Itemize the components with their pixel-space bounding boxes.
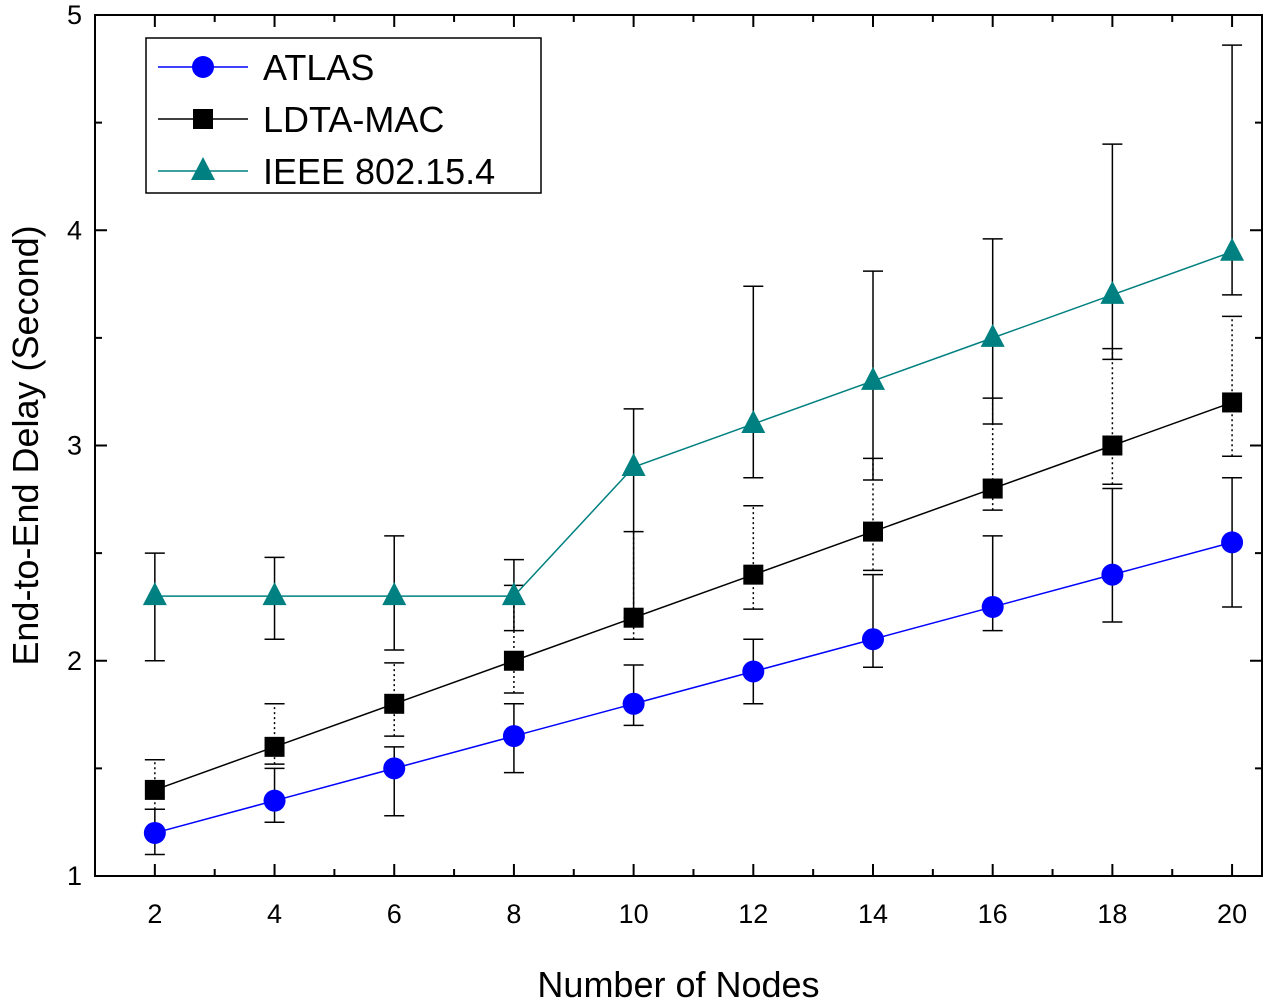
x-tick-label: 18 <box>1097 899 1127 929</box>
data-point-ldta-mac <box>1222 392 1243 413</box>
data-point-ieee-802-15-4 <box>980 323 1005 347</box>
y-axis-label: End-to-End Delay (Second) <box>5 225 46 665</box>
data-point-ldta-mac <box>264 736 285 757</box>
markers-layer <box>142 237 1245 844</box>
data-point-atlas <box>742 660 765 683</box>
y-tick-label: 1 <box>67 861 82 891</box>
data-point-atlas <box>981 595 1004 618</box>
data-point-atlas <box>263 789 286 812</box>
data-point-ldta-mac <box>863 521 883 542</box>
x-tick-label: 8 <box>506 899 521 929</box>
legend-label-atlas: ATLAS <box>263 47 374 88</box>
y-tick-label: 4 <box>67 215 82 245</box>
y-tick-label: 5 <box>67 0 82 30</box>
series-lines-layer <box>154 251 1233 834</box>
data-point-ldta-mac <box>743 564 764 585</box>
x-tick-label: 12 <box>738 899 768 929</box>
data-point-ieee-802-15-4 <box>1220 237 1245 261</box>
data-point-atlas <box>1101 563 1124 586</box>
data-point-ldta-mac <box>982 478 1003 499</box>
x-tick-label: 10 <box>619 899 649 929</box>
legend-label-ldta-mac: LDTA-MAC <box>263 99 444 140</box>
x-tick-label: 20 <box>1217 899 1247 929</box>
data-point-ldta-mac <box>384 693 405 714</box>
data-point-atlas <box>1221 531 1244 554</box>
x-tick-label: 4 <box>267 899 282 929</box>
x-tick-label: 2 <box>147 899 162 929</box>
x-axis-label: Number of Nodes <box>537 964 819 1000</box>
x-tick-label: 14 <box>858 899 888 929</box>
y-tick-label: 3 <box>67 431 82 461</box>
data-point-ieee-802-15-4 <box>142 582 167 606</box>
legend: ATLAS LDTA-MAC IEEE 802.15.4 <box>145 37 542 194</box>
data-point-ldta-mac <box>503 650 524 671</box>
data-point-atlas <box>143 821 166 844</box>
data-point-ieee-802-15-4 <box>1100 280 1125 304</box>
data-point-ieee-802-15-4 <box>382 582 407 606</box>
data-point-ldta-mac <box>623 607 644 628</box>
data-point-atlas <box>383 757 406 780</box>
data-point-ieee-802-15-4 <box>262 582 287 606</box>
legend-marker-ldta-mac <box>193 109 213 129</box>
series-line-atlas <box>154 541 1233 834</box>
data-point-atlas <box>862 628 884 651</box>
series-line-ldta-mac <box>154 401 1233 791</box>
y-tick-label: 2 <box>67 646 82 676</box>
data-point-ieee-802-15-4 <box>501 582 526 606</box>
data-point-ldta-mac <box>1102 435 1123 456</box>
series-line-ieee-802-15-4 <box>154 251 1233 597</box>
x-tick-label: 16 <box>978 899 1008 929</box>
x-tick-label: 6 <box>387 899 402 929</box>
data-point-ieee-802-15-4 <box>741 409 766 433</box>
legend-marker-atlas <box>192 56 214 78</box>
data-point-ieee-802-15-4 <box>861 366 885 390</box>
data-point-atlas <box>502 725 525 748</box>
data-point-ieee-802-15-4 <box>621 453 646 477</box>
data-point-ldta-mac <box>144 779 165 800</box>
data-point-atlas <box>622 692 645 715</box>
legend-marker-ieee-802-15-4 <box>191 157 215 180</box>
legend-label-ieee-802-15-4: IEEE 802.15.4 <box>263 151 495 192</box>
